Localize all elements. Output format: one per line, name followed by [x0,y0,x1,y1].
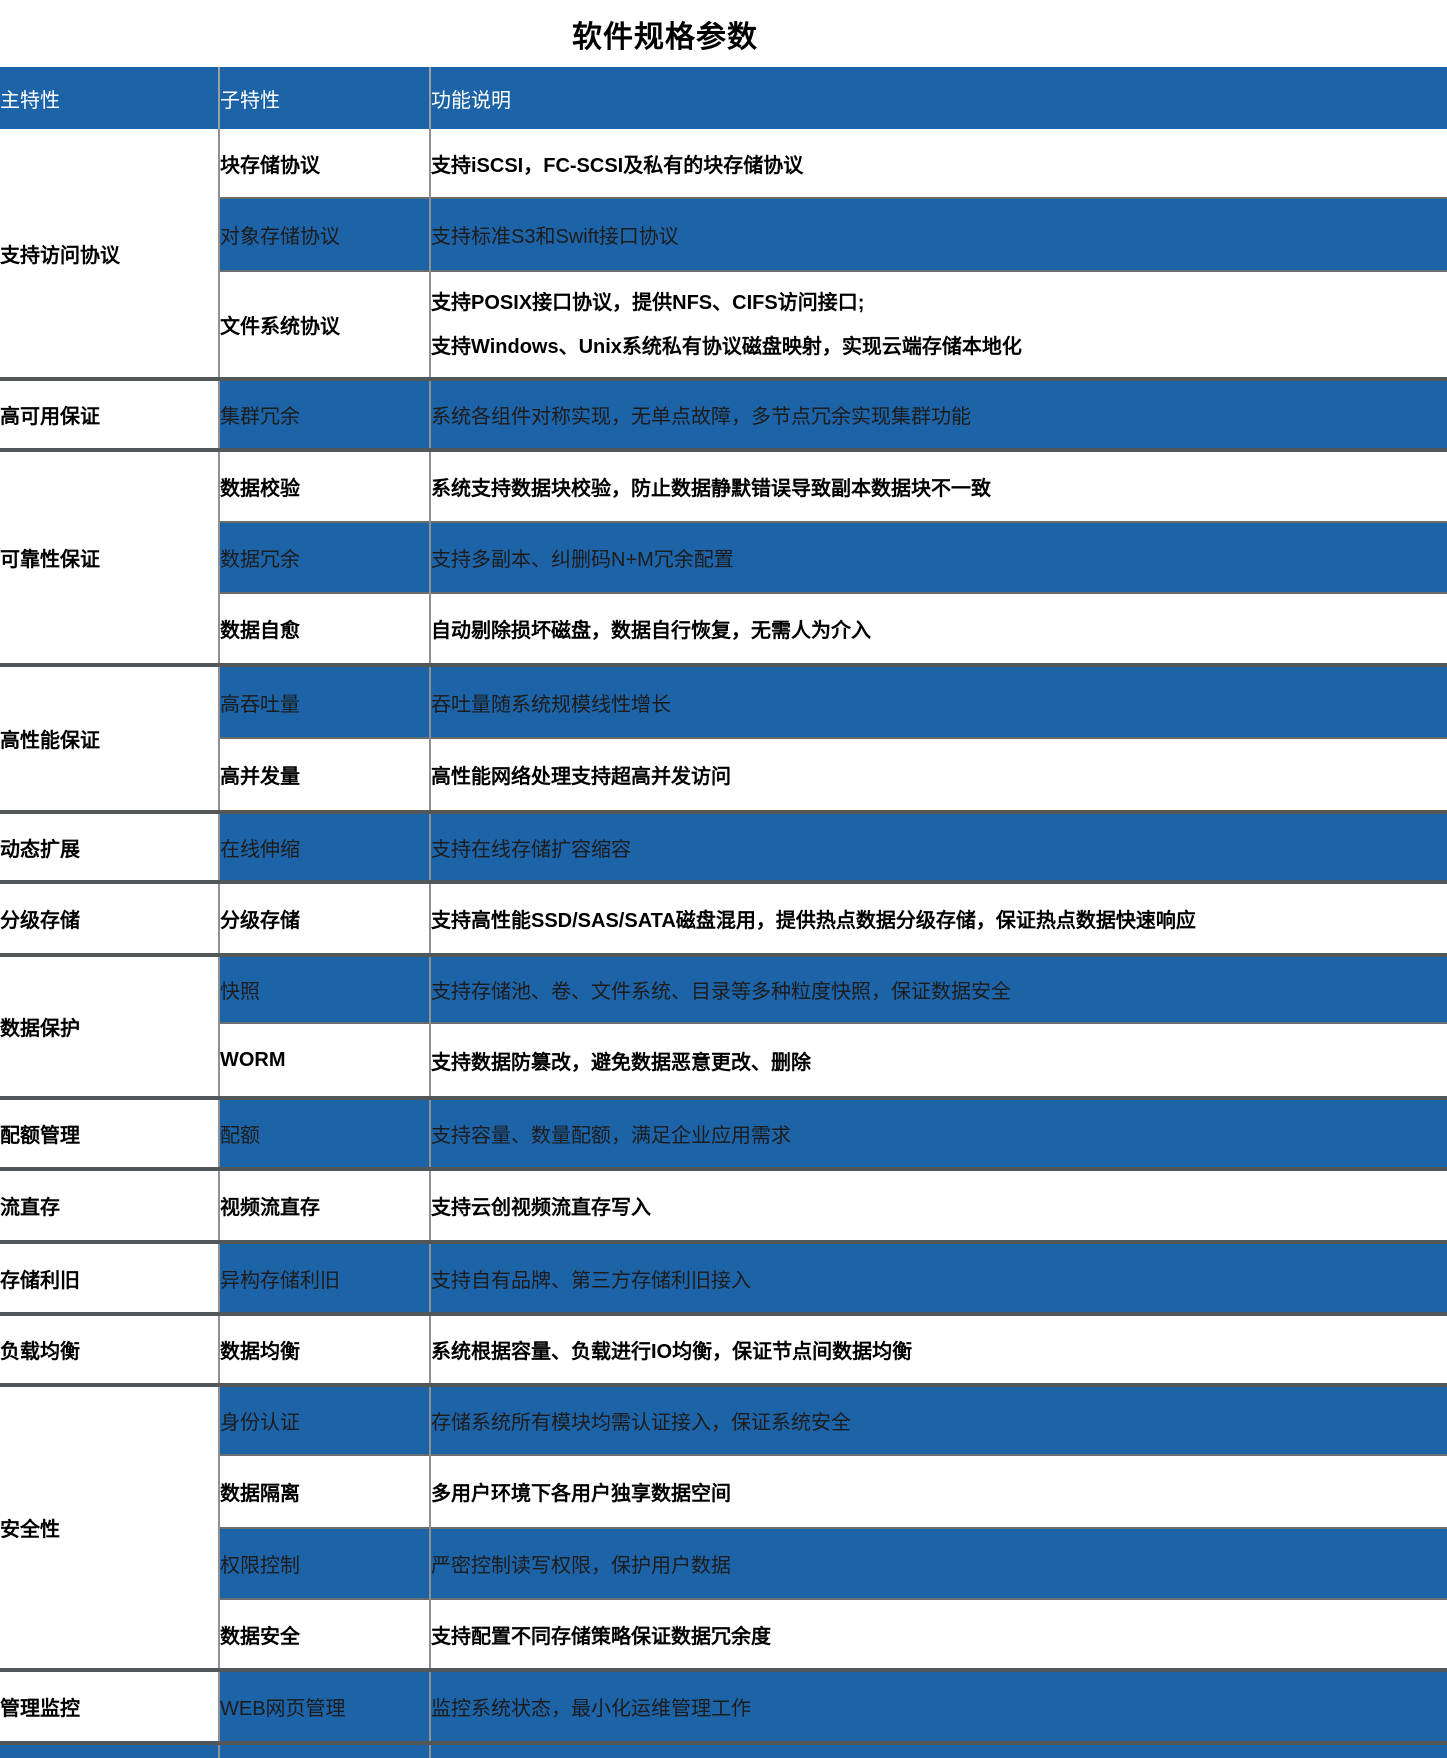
table-row: 高性能保证 高吞吐量 吞吐量随系统规模线性增长 [0,663,1447,812]
sub-feature-cell: 对象存储协议 [219,197,431,271]
table-row: 支持访问协议 块存储协议 支持iSCSI，FC-SCSI及私有的块存储协议 [0,129,1447,379]
table-row: 动态扩展 在线伸缩 支持在线存储扩容缩容 [0,810,1447,882]
table-row: 数据保护 快照 支持存储池、卷、文件系统、目录等多种粒度快照，保证数据安全 [0,953,1447,1098]
sub-feature-cell: 数据冗余 [219,521,431,593]
sub-feature-cell: 文件系统协议 [219,270,431,379]
header-main-feature: 主特性 [0,67,220,129]
table-row: 高并发量 高性能网络处理支持超高并发访问 [0,737,1447,812]
description-cell: 支持云创视频流直存写入 [430,1167,1447,1242]
description-cell: 吞吐量随系统规模线性增长 [430,663,1447,738]
main-feature-cell: 高性能保证 [0,663,220,812]
table-row: 数据冗余 支持多副本、纠删码N+M冗余配置 [0,521,1447,593]
table-header-row: 主特性 子特性 功能说明 [0,67,1447,129]
table-row: WORM 支持数据防篡改，避免数据恶意更改、删除 [0,1022,1447,1098]
description-cell: 支持数据防篡改，避免数据恶意更改、删除 [430,1022,1447,1098]
table-row: 存储利旧 异构存储利旧 支持自有品牌、第三方存储利旧接入 [0,1240,1447,1314]
sub-feature-cell: 权限控制 [219,1527,431,1599]
table-row: 数据安全 支持配置不同存储策略保证数据冗余度 [0,1598,1447,1670]
main-feature-cell: 可靠性保证 [0,448,220,665]
main-feature-cell: 动态扩展 [0,810,220,882]
sub-feature-cell: 数据均衡 [219,1312,431,1385]
sub-feature-cell: 在线伸缩 [219,810,431,882]
main-feature-cell: 流直存 [0,1167,220,1242]
table-row: 负载均衡 数据均衡 系统根据容量、负载进行IO均衡，保证节点间数据均衡 [0,1312,1447,1385]
sub-feature-cell: WORM [219,1022,431,1098]
table-row: 流直存 视频流直存 支持云创视频流直存写入 [0,1167,1447,1242]
main-feature-cell: 数据保护 [0,953,220,1098]
table-row: 安全性 身份认证 存储系统所有模块均需认证接入，保证系统安全 [0,1383,1447,1670]
main-feature-cell: 安全性 [0,1383,220,1670]
description-cell: 支持自有品牌、第三方存储利旧接入 [430,1240,1447,1314]
header-sub-feature: 子特性 [219,67,431,129]
description-cell: 支持标准S3和Swift接口协议 [430,197,1447,271]
main-feature-cell: 存储利旧 [0,1240,220,1314]
table-row: 高可用保证 集群冗余 系统各组件对称实现，无单点故障，多节点冗余实现集群功能 [0,377,1447,450]
main-feature-cell: 配额管理 [0,1096,220,1169]
table-row: 分级存储 分级存储 支持高性能SSD/SAS/SATA磁盘混用，提供热点数据分级… [0,880,1447,955]
sub-feature-cell: 高吞吐量 [219,663,431,738]
description-cell: 自动剔除损坏磁盘，数据自行恢复，无需人为介入 [430,592,1447,665]
main-feature-cell [0,1741,220,1758]
description-cell: 监控系统状态，最小化运维管理工作 [430,1668,1447,1743]
sub-feature-cell: 快照 [219,953,431,1023]
sub-feature-cell [219,1741,431,1758]
spec-table: 主特性 子特性 功能说明 支持访问协议 块存储协议 支持iSCSI，FC-SCS… [0,67,1447,1758]
description-cell: 系统各组件对称实现，无单点故障，多节点冗余实现集群功能 [430,377,1447,450]
page-title: 软件规格参数 [572,20,758,54]
description-cell: 存储系统所有模块均需认证接入，保证系统安全 [430,1383,1447,1455]
description-cell: 系统支持数据块校验，防止数据静默错误导致副本数据块不一致 [430,448,1447,522]
sub-feature-cell: 集群冗余 [219,377,431,450]
table-row: 文件系统协议 支持POSIX接口协议，提供NFS、CIFS访问接口; 支持Win… [0,270,1447,379]
description-cell: 支持iSCSI，FC-SCSI及私有的块存储协议 [430,129,1447,198]
description-cell [430,1741,1447,1758]
main-feature-cell: 管理监控 [0,1668,220,1743]
description-cell: 支持配置不同存储策略保证数据冗余度 [430,1598,1447,1670]
description-cell: 支持容量、数量配额，满足企业应用需求 [430,1096,1447,1169]
sub-feature-cell: 数据校验 [219,448,431,522]
sub-feature-cell: 身份认证 [219,1383,431,1455]
table-row: 配额管理 配额 支持容量、数量配额，满足企业应用需求 [0,1096,1447,1169]
header-description: 功能说明 [430,67,1447,129]
table-row: 可靠性保证 数据校验 系统支持数据块校验，防止数据静默错误导致副本数据块不一致 [0,448,1447,665]
description-cell: 多用户环境下各用户独享数据空间 [430,1454,1447,1528]
description-cell: 高性能网络处理支持超高并发访问 [430,737,1447,812]
table-row: 对象存储协议 支持标准S3和Swift接口协议 [0,197,1447,271]
description-cell: 支持在线存储扩容缩容 [430,810,1447,882]
description-line-1: 支持POSIX接口协议，提供NFS、CIFS访问接口; [431,291,865,314]
table-row: 数据隔离 多用户环境下各用户独享数据空间 [0,1454,1447,1528]
description-cell: 支持POSIX接口协议，提供NFS、CIFS访问接口; 支持Windows、Un… [430,270,1447,379]
description-cell: 支持多副本、纠删码N+M冗余配置 [430,521,1447,593]
main-feature-cell: 支持访问协议 [0,129,220,379]
main-feature-cell: 分级存储 [0,880,220,955]
sub-feature-cell: 高并发量 [219,737,431,812]
sub-feature-cell: 数据隔离 [219,1454,431,1528]
sub-feature-cell: 数据自愈 [219,592,431,665]
description-cell: 支持高性能SSD/SAS/SATA磁盘混用，提供热点数据分级存储，保证热点数据快… [430,880,1447,955]
main-feature-cell: 负载均衡 [0,1312,220,1385]
description-line-2: 支持Windows、Unix系统私有协议磁盘映射，实现云端存储本地化 [431,335,1022,358]
sub-feature-cell: 分级存储 [219,880,431,955]
table-row: 管理监控 WEB网页管理 监控系统状态，最小化运维管理工作 [0,1668,1447,1743]
sub-feature-cell: 数据安全 [219,1598,431,1670]
sub-feature-cell: 异构存储利旧 [219,1240,431,1314]
page-title-area: 软件规格参数 [0,0,1330,67]
description-cell: 系统根据容量、负载进行IO均衡，保证节点间数据均衡 [430,1312,1447,1385]
main-feature-cell: 高可用保证 [0,377,220,450]
table-row-cutoff [0,1741,1447,1758]
sub-feature-cell: WEB网页管理 [219,1668,431,1743]
table-row: 数据自愈 自动剔除损坏磁盘，数据自行恢复，无需人为介入 [0,592,1447,665]
description-cell: 严密控制读写权限，保护用户数据 [430,1527,1447,1599]
table-row: 权限控制 严密控制读写权限，保护用户数据 [0,1527,1447,1599]
sub-feature-cell: 配额 [219,1096,431,1169]
sub-feature-cell: 视频流直存 [219,1167,431,1242]
description-cell: 支持存储池、卷、文件系统、目录等多种粒度快照，保证数据安全 [430,953,1447,1023]
sub-feature-cell: 块存储协议 [219,129,431,198]
